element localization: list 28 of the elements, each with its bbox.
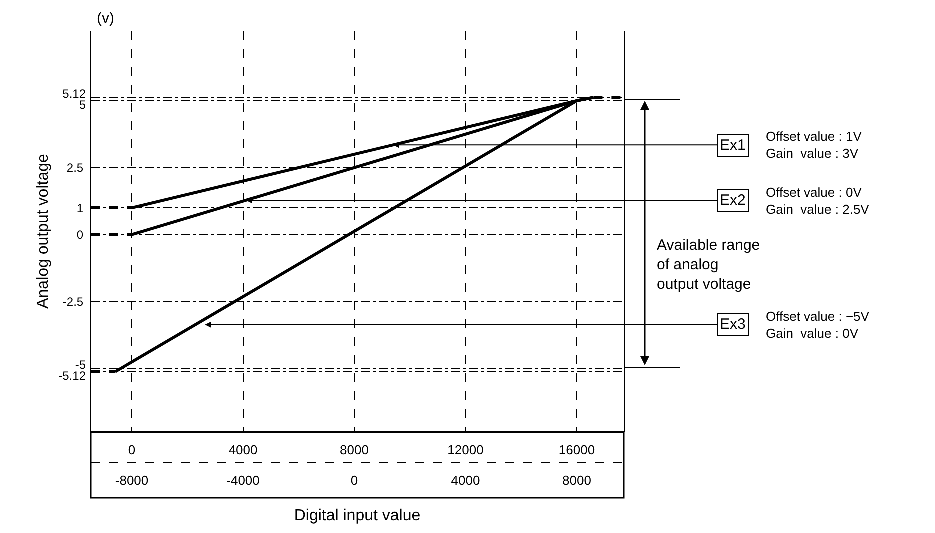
x-tick-label: 8000 xyxy=(340,442,369,458)
y-tick-label: -5 xyxy=(75,358,86,372)
text: (v) xyxy=(97,10,114,27)
text: Offset value : 1V Gain value : 3V xyxy=(766,129,862,161)
y-tick-label: 5.12 xyxy=(62,86,86,101)
x-tick-label: 0 xyxy=(128,442,136,458)
annotation: Ex3 xyxy=(720,316,746,333)
y-axis-title: Analog output voltage xyxy=(34,154,52,309)
annotation: Ex2 xyxy=(720,192,746,209)
text: Available range of analog output voltage xyxy=(657,237,760,293)
x2-tick-label: -8000 xyxy=(115,473,149,488)
y-tick-label: 1 xyxy=(76,201,84,216)
y-tick-label: -5.12 xyxy=(58,369,86,384)
y-tick-label: 2.5 xyxy=(66,161,84,176)
y-tick-label: 5 xyxy=(79,98,86,112)
y-tick-label: -2.5 xyxy=(62,295,84,310)
x2-tick-label: 8000 xyxy=(562,473,592,488)
text: Offset value : 0V Gain value : 2.5V xyxy=(766,185,870,217)
annotation: Ex1 xyxy=(720,137,746,154)
x-tick-label: 4000 xyxy=(228,442,258,458)
x-tick-label: 12000 xyxy=(448,442,484,458)
x2-tick-label: 4000 xyxy=(451,473,480,488)
text: Offset value : −5V Gain value : 0V xyxy=(766,309,870,341)
x2-tick-label: -4000 xyxy=(226,473,260,488)
x-axis-title: Digital input value xyxy=(294,507,421,524)
x-tick-label: 16000 xyxy=(558,442,596,458)
y-tick-label: 0 xyxy=(76,228,84,242)
x2-tick-label: 0 xyxy=(350,473,358,488)
